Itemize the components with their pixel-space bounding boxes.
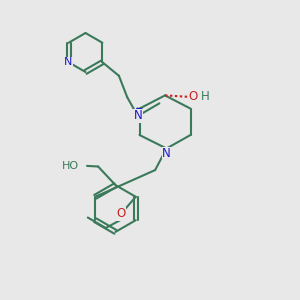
Text: O: O (189, 90, 198, 103)
Text: N: N (134, 110, 142, 122)
Polygon shape (137, 108, 142, 122)
Text: H: H (201, 90, 210, 103)
Text: HO: HO (62, 161, 79, 171)
Text: O: O (116, 207, 126, 220)
Text: N: N (64, 57, 72, 67)
Text: N: N (162, 147, 171, 161)
